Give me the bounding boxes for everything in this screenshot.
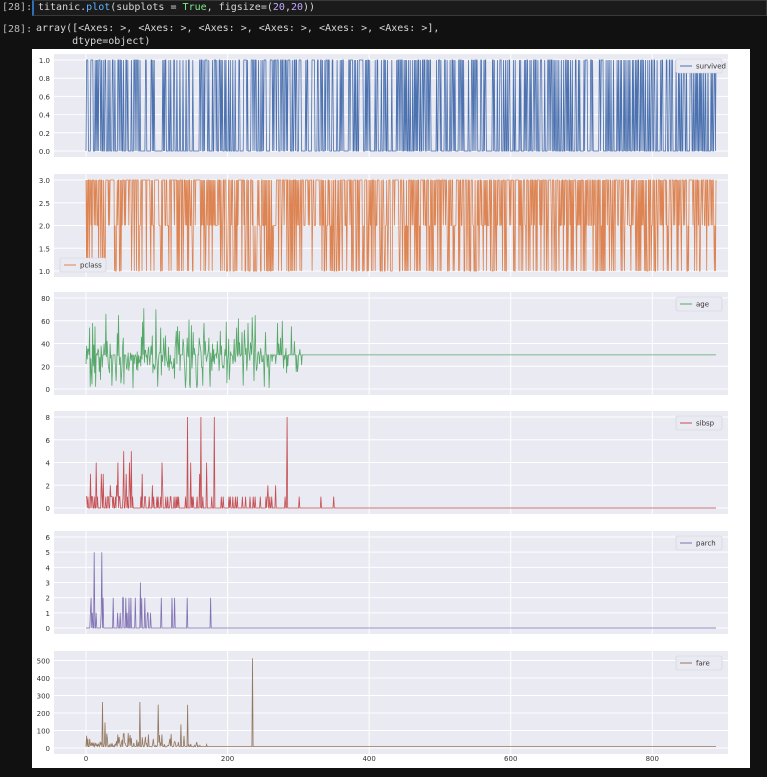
code-num1: 20 — [272, 2, 285, 13]
subplots-chart: 0.0 0.2 0.4 0.6 0.8 1.0 survived 1.0 1.5 2.0 2.5 3.… — [37, 54, 728, 763]
y-tick-label: 400 — [37, 675, 50, 683]
subplot-parch: 0 1 2 3 4 5 6 parch — [46, 531, 728, 634]
y-tick-label: 2 — [46, 482, 50, 490]
y-tick-label: 0.0 — [39, 148, 50, 156]
y-tick-label: 6 — [46, 534, 51, 542]
series-line-age — [85, 308, 716, 389]
legend-pclass: pclass — [59, 257, 107, 273]
legend-box — [675, 296, 723, 312]
legend-sibsp: sibsp — [675, 415, 723, 431]
subplot-pclass: 1.0 1.5 2.0 2.5 3.0 pclass — [39, 174, 728, 277]
legend-box — [675, 415, 723, 431]
y-tick-label: 0 — [46, 625, 50, 633]
subplot-fare: 0 100 200 300 400 500 fare — [37, 651, 728, 754]
legend-label: age — [696, 301, 709, 309]
legend-label: survived — [696, 63, 726, 71]
y-tick-label: 1.5 — [39, 245, 50, 253]
y-tick-label: 5 — [46, 549, 50, 557]
figure-canvas: 0.0 0.2 0.4 0.6 0.8 1.0 survived 1.0 1.5 2.0 2.5 3.… — [32, 49, 750, 768]
subplot-sibsp: 0 2 4 6 8 sibsp — [46, 411, 728, 514]
legend-fare: fare — [675, 655, 723, 671]
y-tick-label: 100 — [37, 728, 50, 736]
series-line-fare — [85, 658, 716, 749]
series-line-survived — [85, 59, 717, 152]
x-tick-label: 600 — [504, 755, 517, 763]
y-tick-label: 0.4 — [39, 112, 51, 120]
y-tick-label: 8 — [46, 414, 50, 422]
input-prompt: [28]: — [2, 2, 33, 13]
subplot-survived: 0.0 0.2 0.4 0.6 0.8 1.0 survived — [39, 54, 728, 157]
y-tick-label: 1.0 — [39, 57, 50, 65]
y-tick-label: 0.8 — [39, 75, 50, 83]
code-object: titanic. — [38, 2, 87, 13]
code-num2: 20 — [290, 2, 304, 13]
code-paren: ( — [266, 2, 273, 13]
x-tick-label: 800 — [646, 755, 659, 763]
output-line-1: array([<Axes: >, <Axes: >, <Axes: >, <Ax… — [36, 23, 440, 34]
y-tick-label: 200 — [37, 710, 50, 718]
output-line-2: dtype=object) — [36, 36, 151, 47]
legend-label: pclass — [80, 262, 102, 270]
subplot-age: 0 20 40 60 80 age — [41, 292, 728, 395]
y-tick-label: 6 — [46, 437, 51, 445]
y-tick-label: 60 — [41, 318, 50, 326]
code-method: plot — [86, 2, 111, 13]
x-tick-label: 200 — [221, 755, 234, 763]
y-tick-label: 0.2 — [39, 130, 50, 138]
y-tick-label: 0 — [46, 745, 50, 753]
x-tick-label: 0 — [84, 755, 88, 763]
y-tick-label: 40 — [41, 341, 50, 349]
legend-box — [59, 257, 107, 273]
legend-parch: parch — [675, 535, 723, 551]
y-tick-label: 2.5 — [39, 200, 50, 208]
code-arg: (subplots — [110, 2, 171, 13]
code-arg2: , figsize — [206, 2, 261, 13]
legend-box — [675, 535, 723, 551]
y-tick-label: 300 — [37, 693, 50, 701]
y-tick-label: 2.0 — [39, 223, 50, 231]
code-close: )) — [303, 2, 316, 13]
legend-age: age — [675, 296, 723, 312]
y-tick-label: 20 — [41, 363, 50, 371]
series-line-sibsp — [86, 416, 716, 509]
code-editor[interactable]: titanic.plot(subplots = True, figsize=(2… — [32, 0, 767, 16]
y-tick-label: 2 — [46, 595, 50, 603]
legend-label: fare — [696, 660, 710, 668]
y-tick-label: 1.0 — [39, 268, 50, 276]
y-tick-label: 500 — [37, 658, 50, 666]
y-tick-label: 0 — [46, 386, 50, 394]
legend-label: sibsp — [696, 420, 715, 428]
y-tick-label: 80 — [41, 295, 50, 303]
code-op2: = — [260, 2, 267, 13]
series-line-pclass — [85, 179, 717, 272]
y-tick-label: 3 — [46, 580, 50, 588]
legend-box — [675, 655, 723, 671]
x-axis-ticks: 0 200 400 600 800 — [84, 755, 659, 763]
y-tick-label: 0 — [46, 505, 50, 513]
y-tick-label: 1 — [46, 610, 50, 618]
y-tick-label: 4 — [46, 460, 51, 468]
y-tick-label: 4 — [46, 564, 51, 572]
axes-background-fare — [54, 651, 728, 754]
y-tick-label: 0.6 — [39, 93, 51, 101]
code-comma: , — [284, 2, 291, 13]
code-op: = — [170, 2, 177, 13]
x-tick-label: 400 — [362, 755, 375, 763]
y-tick-label: 3.0 — [39, 177, 50, 185]
input-cell[interactable]: [28]: titanic.plot(subplots = True, figs… — [0, 0, 767, 18]
legend-label: parch — [696, 540, 716, 548]
series-line-parch — [86, 552, 716, 629]
legend-box — [675, 58, 723, 74]
code-keyword: True — [182, 2, 207, 13]
legend-survived: survived — [675, 58, 726, 74]
output-prompt: [28]: — [2, 24, 33, 35]
output-text: array([<Axes: >, <Axes: >, <Axes: >, <Ax… — [36, 22, 439, 48]
